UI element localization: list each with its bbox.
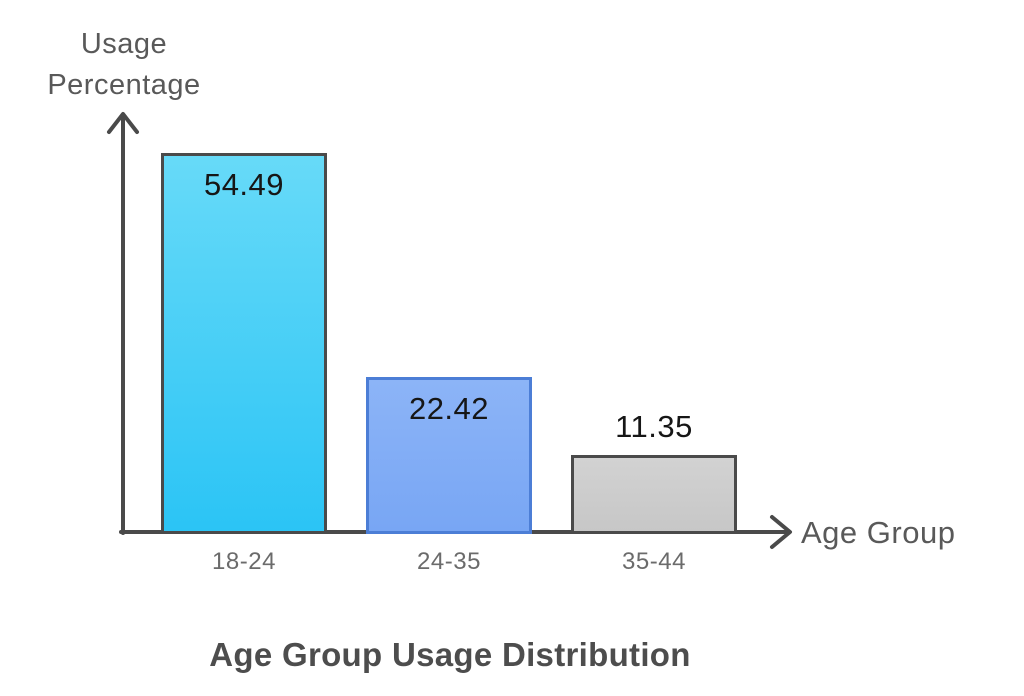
bar-24-35: [366, 377, 532, 534]
x-tick-24-35: 24-35: [417, 548, 481, 575]
bar-value-24-35: 22.42: [408, 391, 490, 426]
y-axis-label: Usage Percentage: [47, 28, 201, 102]
bar-35-44: [571, 455, 737, 534]
bar-18-24: [161, 153, 327, 534]
x-tick-35-44: 35-44: [622, 548, 686, 575]
x-axis-label: Age Group: [801, 515, 956, 550]
y-axis-arrowhead-icon: [107, 112, 139, 134]
x-tick-18-24: 18-24: [212, 548, 276, 575]
bar-value-18-24: 54.49: [203, 167, 285, 202]
chart-title: Age Group Usage Distribution: [209, 636, 691, 673]
bar-value-35-44: 11.35: [615, 409, 693, 444]
x-axis-arrowhead-icon: [770, 515, 792, 549]
